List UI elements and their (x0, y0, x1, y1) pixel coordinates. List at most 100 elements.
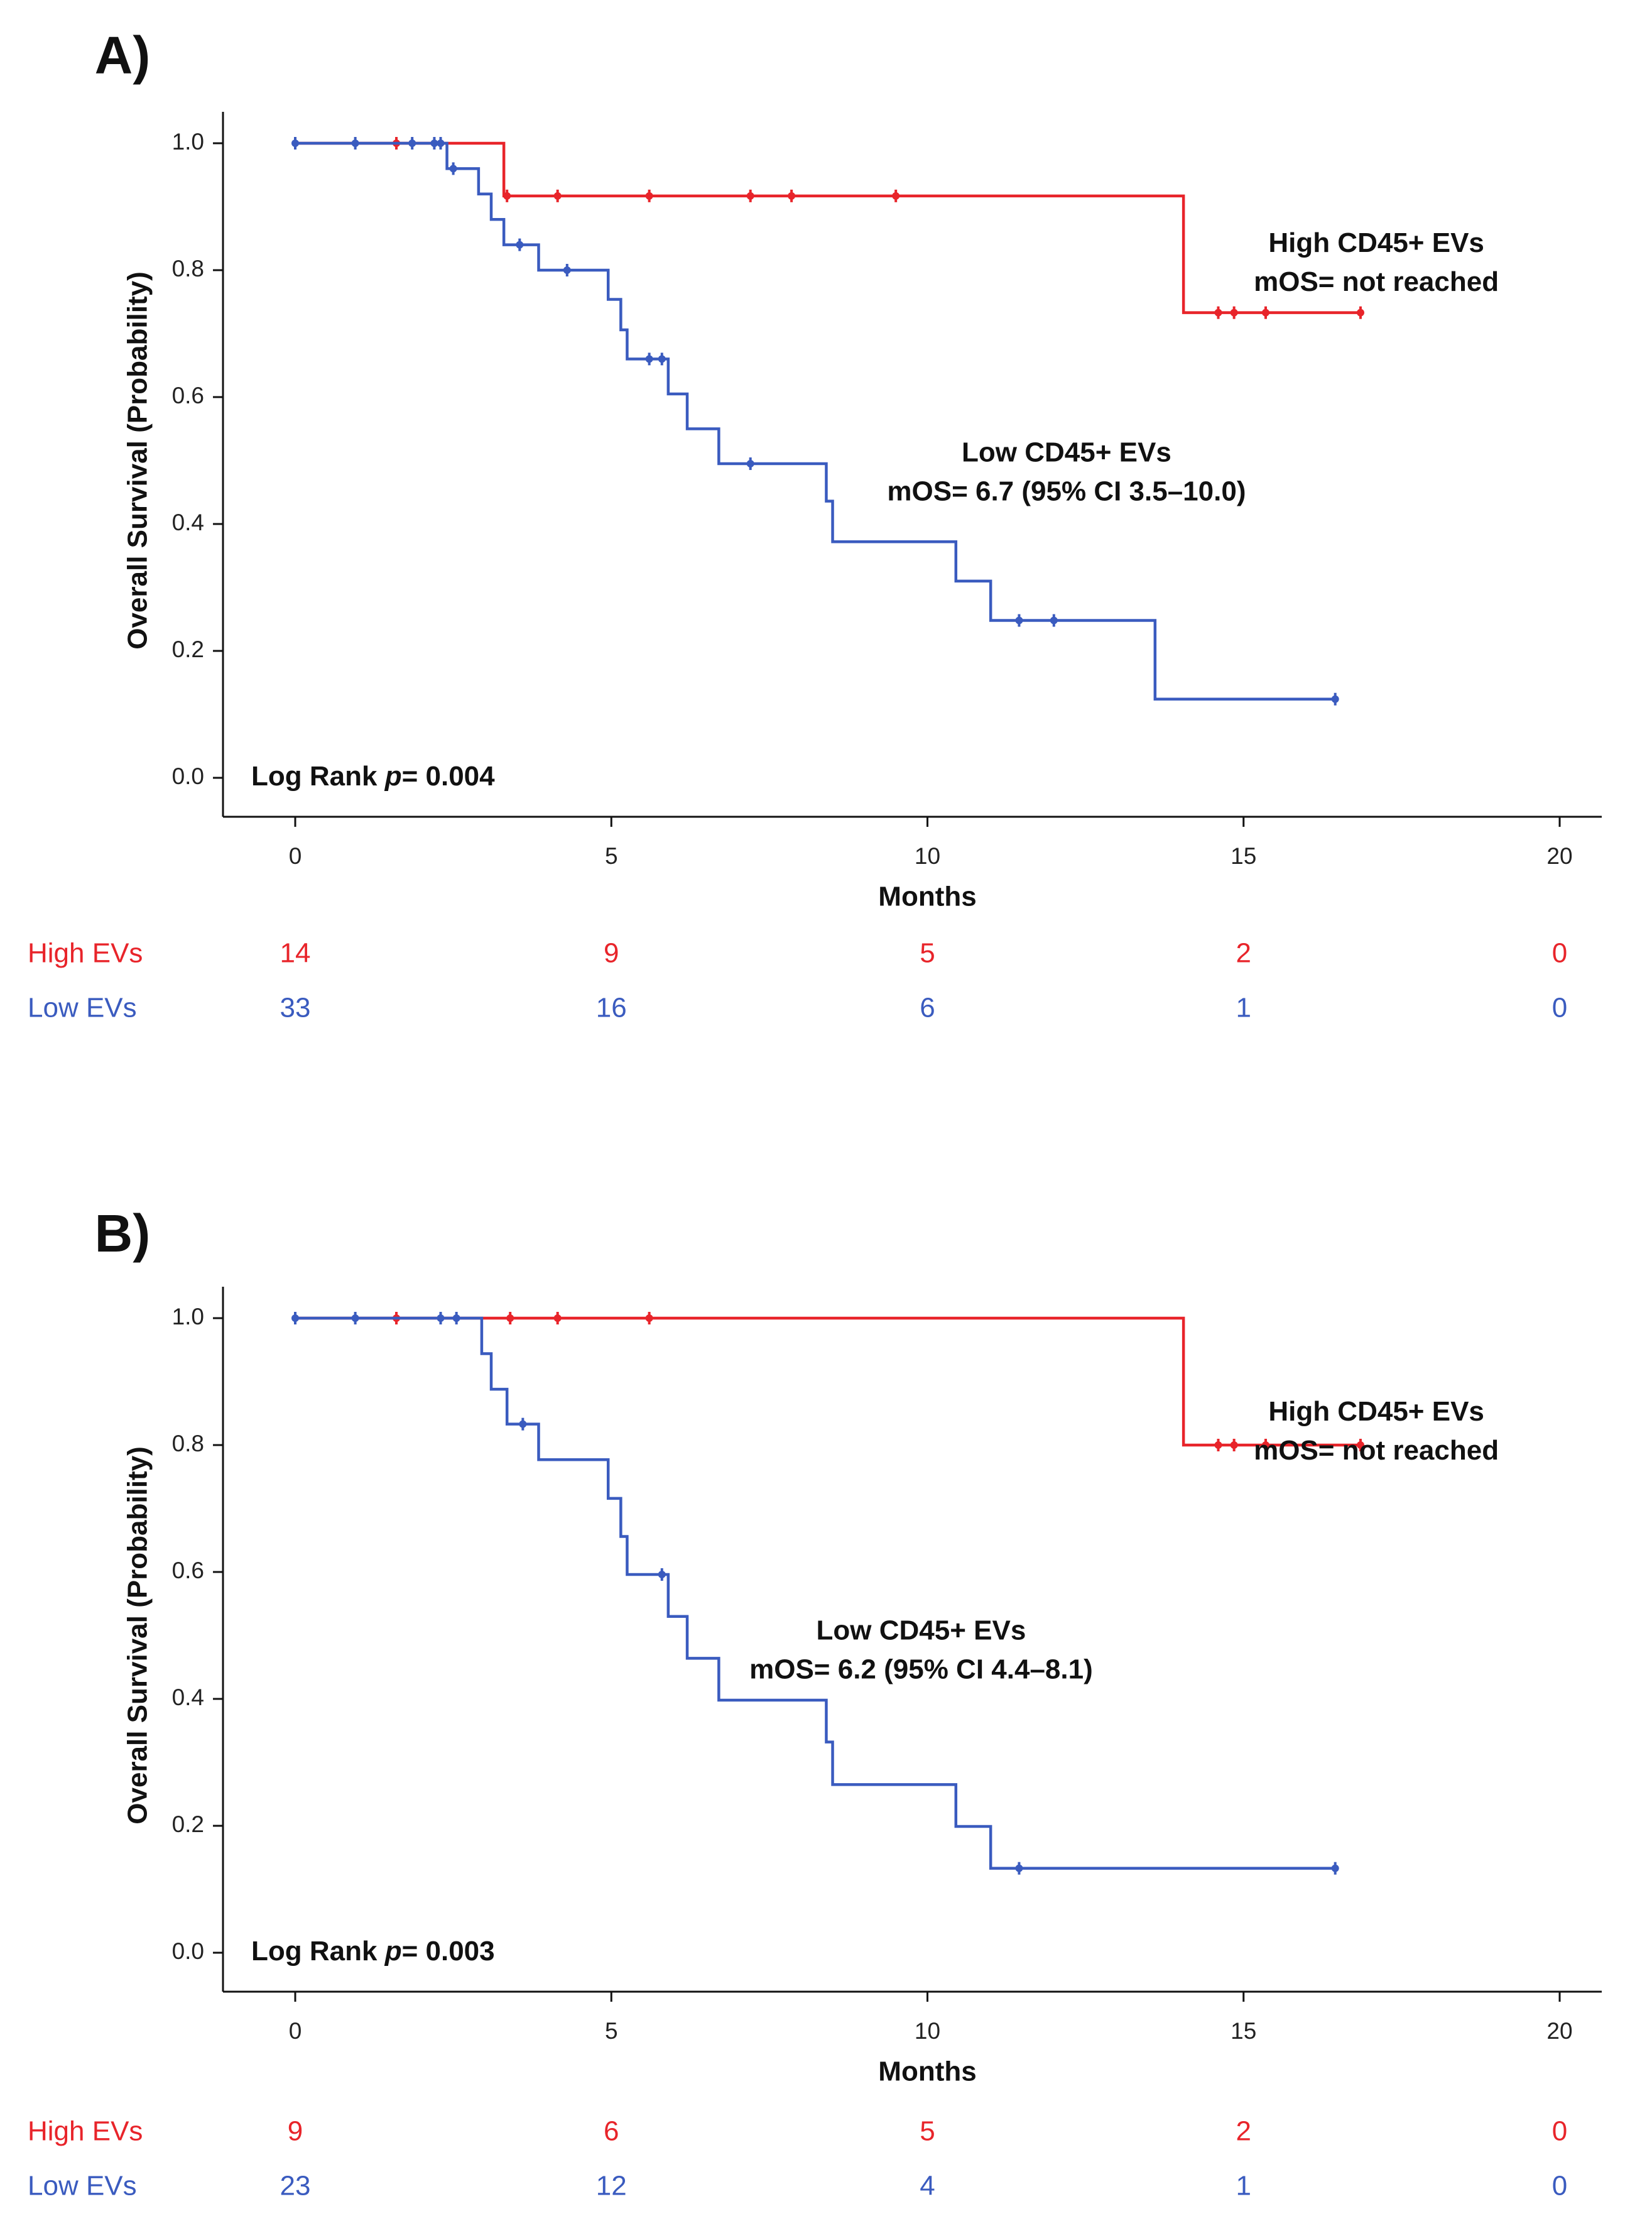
censor-dot-high (788, 192, 796, 200)
censor-dot-low (437, 139, 445, 147)
risk-table-value-low: 6 (920, 993, 935, 1023)
censor-dot-low (1050, 616, 1058, 625)
risk-table-value-high: 5 (920, 938, 935, 969)
y-tick-label: 1.0 (172, 129, 204, 155)
risk-table-value-high: 9 (288, 2116, 303, 2147)
survival-curve-high (295, 1316, 1361, 1447)
x-tick-label: 0 (289, 2018, 302, 2044)
censor-dot-low (291, 1314, 299, 1322)
y-tick-label: 0.2 (172, 1811, 204, 1837)
panel-label: A) (95, 26, 151, 85)
annotation-high-line-2: mOS= not reached (1254, 266, 1499, 297)
censor-dot-low (351, 139, 359, 147)
censor-dot-high (1356, 1441, 1364, 1449)
x-tick-label: 15 (1231, 843, 1256, 869)
log-rank-prefix: Log Rank (251, 1936, 385, 1967)
risk-table-label-high: High EVs (28, 938, 143, 969)
x-axis-title: Months (878, 881, 976, 912)
y-tick-label: 0.8 (172, 1431, 204, 1456)
censor-dot-low (291, 139, 299, 147)
censor-dot-high (746, 192, 754, 200)
x-tick-label: 20 (1546, 2018, 1572, 2044)
censor-dot-high (553, 192, 562, 200)
risk-table-label-low: Low EVs (28, 993, 137, 1023)
censor-dot-high (1230, 1441, 1238, 1449)
annotation-low-line-2: mOS= 6.2 (95% CI 4.4–8.1) (749, 1654, 1093, 1685)
annotation-high-line-1: High CD45+ EVs (1268, 227, 1484, 258)
y-axis-title: Overall Survival (Probability) (122, 271, 153, 650)
y-axis-title: Overall Survival (Probability) (122, 1446, 153, 1825)
annotation-low-line-2: mOS= 6.7 (95% CI 3.5–10.0) (887, 476, 1246, 507)
risk-table-value-low: 16 (596, 993, 627, 1023)
risk-table-value-high: 0 (1552, 938, 1567, 969)
annotation-high-line-1: High CD45+ EVs (1268, 1396, 1484, 1427)
panel-label: B) (95, 1204, 151, 1263)
y-tick-label: 0.6 (172, 383, 204, 408)
risk-table-value-high: 6 (604, 2116, 619, 2147)
censor-dot-high (506, 1314, 514, 1322)
risk-table-value-low: 33 (280, 993, 311, 1023)
x-tick-label: 5 (605, 2018, 618, 2044)
risk-table-value-low: 12 (596, 2171, 627, 2202)
km-panel-b: B)0.00.20.40.60.81.00 5 10 15 20MonthsOveral… (28, 1204, 1602, 2202)
censor-dot-low (658, 355, 666, 363)
y-tick-label: 0.8 (172, 256, 204, 281)
y-tick-label: 0.4 (172, 1684, 204, 1710)
y-tick-label: 0.4 (172, 510, 204, 535)
risk-table-value-high: 9 (604, 938, 619, 969)
risk-table-value-low: 0 (1552, 993, 1567, 1023)
censor-dot-low (408, 139, 416, 147)
risk-table-value-low: 4 (920, 2171, 935, 2202)
y-tick-label: 0.0 (172, 1938, 204, 1964)
y-tick-label: 0.6 (172, 1558, 204, 1583)
censor-dot-high (1214, 308, 1222, 317)
censor-dot-low (1015, 616, 1023, 625)
x-axis-title: Months (878, 2056, 976, 2087)
annotation-low-line-1: Low CD45+ EVs (817, 1615, 1026, 1646)
x-tick-label: 20 (1546, 843, 1572, 869)
annotation-high-line-2: mOS= not reached (1254, 1435, 1499, 1466)
censor-dot-high (645, 192, 653, 200)
censor-dot-low (449, 165, 457, 173)
risk-table-value-low: 0 (1552, 2171, 1567, 2202)
risk-table-value-high: 14 (280, 938, 311, 969)
x-tick-label: 10 (915, 843, 940, 869)
censor-dot-high (503, 192, 511, 200)
log-rank-prefix: Log Rank (251, 761, 385, 792)
censor-dot-low (1331, 1864, 1339, 1872)
risk-table-value-low: 1 (1236, 2171, 1251, 2202)
censor-dot-low (351, 1314, 359, 1322)
censor-dot-high (892, 192, 900, 200)
log-rank-p: p (384, 1936, 402, 1967)
censor-dot-low (1015, 1864, 1023, 1872)
censor-dot-high (1230, 308, 1238, 317)
log-rank-value: = 0.004 (402, 761, 496, 792)
survival-curve-low (295, 1316, 1335, 1870)
y-tick-label: 1.0 (172, 1304, 204, 1329)
censor-dot-low (746, 460, 754, 468)
risk-table-value-high: 2 (1236, 2116, 1251, 2147)
km-panel-a: A)0.00.20.40.60.81.00 5 10 15 20MonthsOveral… (28, 26, 1602, 1023)
censor-dot-high (1214, 1441, 1222, 1449)
censor-dot-low (452, 1314, 460, 1322)
risk-table-value-high: 0 (1552, 2116, 1567, 2147)
x-tick-label: 5 (605, 843, 618, 869)
y-tick-label: 0.0 (172, 763, 204, 789)
censor-dot-low (519, 1420, 527, 1428)
censor-dot-low (516, 241, 524, 249)
censor-dot-high (1261, 308, 1269, 317)
x-tick-label: 0 (289, 843, 302, 869)
censor-dot-low (437, 1314, 445, 1322)
survival-curve-high (295, 141, 1361, 314)
censor-dot-high (553, 1314, 562, 1322)
censor-dot-low (430, 139, 438, 147)
censor-dot-high (1356, 308, 1364, 317)
log-rank-text: Log Rank p= 0.004 (251, 761, 495, 792)
log-rank-value: = 0.003 (402, 1936, 495, 1967)
x-tick-label: 10 (915, 2018, 940, 2044)
risk-table-value-low: 1 (1236, 993, 1251, 1023)
risk-table-label-low: Low EVs (28, 2171, 137, 2202)
risk-table-label-high: High EVs (28, 2116, 143, 2147)
risk-table-value-high: 5 (920, 2116, 935, 2147)
